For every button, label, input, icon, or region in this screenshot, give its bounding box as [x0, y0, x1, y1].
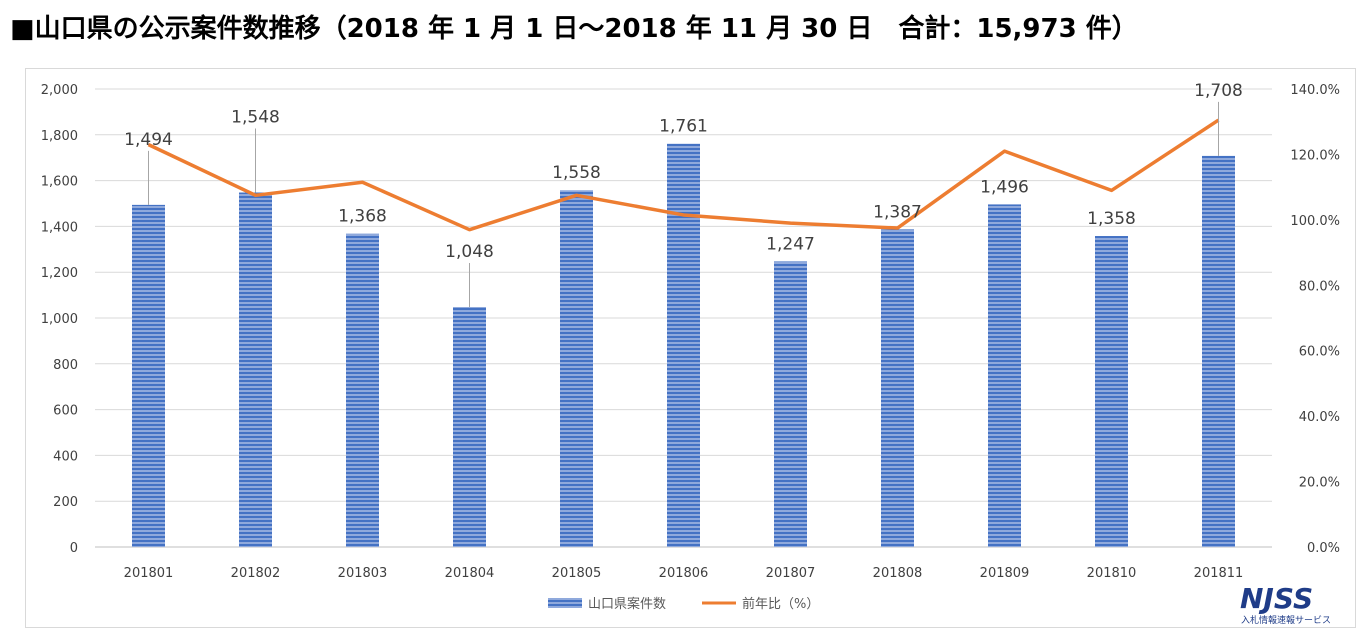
bar — [774, 261, 807, 547]
category-label: 201801 — [124, 566, 174, 581]
category-label: 201811 — [1194, 566, 1244, 581]
njss-logo: NJSS 入札情報速報サービス — [1240, 582, 1331, 626]
left-axis-ticks: 0 200 400 600 800 1,000 1,200 1,400 1,600 1,800 2,… — [41, 83, 78, 556]
category-label: 201802 — [231, 566, 281, 581]
data-label: 1,708 — [1194, 81, 1243, 101]
data-label: 1,558 — [552, 163, 601, 183]
right-axis-tick-label: 60.0% — [1299, 345, 1340, 360]
legend-bar-label: 山口県案件数 — [588, 597, 666, 612]
left-axis-tick-label: 800 — [53, 358, 78, 373]
data-label: 1,494 — [124, 130, 173, 150]
category-label: 201804 — [445, 566, 495, 581]
right-axis-tick-label: 80.0% — [1299, 279, 1340, 294]
left-axis-tick-label: 600 — [53, 404, 78, 419]
bar — [1095, 236, 1128, 547]
bar — [560, 190, 593, 547]
chart-frame — [25, 68, 1356, 628]
right-axis-tick-label: 0.0% — [1307, 541, 1340, 556]
data-label: 1,358 — [1087, 209, 1136, 229]
category-label: 201809 — [980, 566, 1030, 581]
left-axis-tick-label: 1,400 — [41, 220, 78, 235]
data-label: 1,368 — [338, 207, 387, 227]
bar — [346, 233, 379, 547]
category-label: 201805 — [552, 566, 602, 581]
yoy-line — [147, 118, 1220, 232]
data-label: 1,048 — [445, 242, 494, 262]
category-axis-labels: 201801 201802 201803 201804 201805 201806 2018… — [124, 566, 1244, 581]
logo-mark: NJSS — [1240, 582, 1313, 615]
right-axis-tick-label: 120.0% — [1290, 148, 1340, 163]
category-label: 201807 — [766, 566, 816, 581]
chart-title: ■山口県の公示案件数推移（2018 年 1 月 1 日～2018 年 11 月 … — [10, 14, 1138, 44]
legend-line-label: 前年比（%） — [742, 596, 819, 612]
right-axis-tick-label: 40.0% — [1299, 410, 1340, 425]
data-label: 1,247 — [766, 234, 815, 254]
left-axis-tick-label: 1,200 — [41, 266, 78, 281]
category-label: 201803 — [338, 566, 388, 581]
data-labels: 1,494 1,548 1,368 1,048 1,558 1,761 1,247 1,387… — [124, 81, 1243, 308]
left-axis-tick-label: 200 — [53, 495, 78, 510]
left-axis-tick-label: 1,600 — [41, 175, 78, 190]
left-axis-tick-label: 400 — [53, 449, 78, 464]
bar — [881, 229, 914, 547]
data-label: 1,387 — [873, 202, 922, 222]
right-axis-tick-label: 140.0% — [1290, 83, 1340, 98]
logo-subtitle: 入札情報速報サービス — [1241, 614, 1331, 626]
left-axis-tick-label: 1,800 — [41, 129, 78, 144]
bar — [988, 204, 1021, 547]
left-axis-tick-label: 0 — [70, 541, 78, 556]
category-label: 201806 — [659, 566, 709, 581]
right-axis-tick-label: 100.0% — [1290, 214, 1340, 229]
legend: 山口県案件数 前年比（%） — [548, 596, 819, 612]
bar — [667, 143, 700, 547]
right-axis-ticks: 0.0% 20.0% 40.0% 60.0% 80.0% 100.0% 120.0% 140.… — [1290, 83, 1340, 556]
bar — [132, 204, 165, 547]
bar — [453, 307, 486, 547]
right-axis-tick-label: 20.0% — [1299, 476, 1340, 491]
bar — [1202, 155, 1235, 548]
data-label: 1,548 — [231, 108, 280, 128]
bar — [239, 192, 272, 547]
category-label: 201810 — [1087, 566, 1137, 581]
category-label: 201808 — [873, 566, 923, 581]
left-axis-tick-label: 1,000 — [41, 312, 78, 327]
line-series — [147, 118, 1220, 232]
legend-bar-swatch — [548, 598, 582, 608]
bar-series — [132, 143, 1235, 548]
left-axis-tick-label: 2,000 — [41, 83, 78, 98]
data-label: 1,761 — [659, 117, 708, 137]
data-label: 1,496 — [980, 177, 1029, 197]
